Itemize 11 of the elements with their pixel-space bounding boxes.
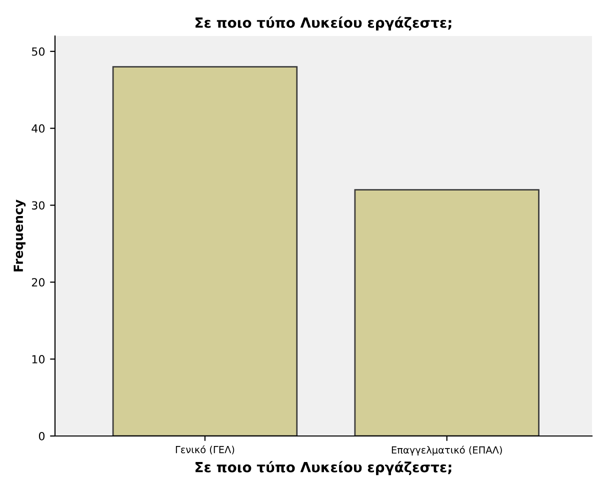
y-tick-label: 0: [38, 432, 45, 440]
y-tick-label: 40: [32, 124, 45, 133]
x-tick-label: Γενικό (ΓΕΛ): [176, 445, 234, 454]
y-tick-label: 10: [32, 355, 45, 364]
y-axis-title: Frequency: [14, 200, 26, 272]
y-tick-label: 20: [32, 278, 45, 287]
y-tick-label: 30: [32, 201, 45, 210]
x-tick-label: Επαγγελματικό (ΕΠΑΛ): [392, 446, 502, 456]
y-tick-label: 50: [32, 47, 45, 56]
x-axis-title: Σε ποιο τύπο Λυκείου εργάζεστε;: [196, 461, 452, 476]
chart-title: Σε ποιο τύπο Λυκείου εργάζεστε;: [196, 16, 452, 31]
